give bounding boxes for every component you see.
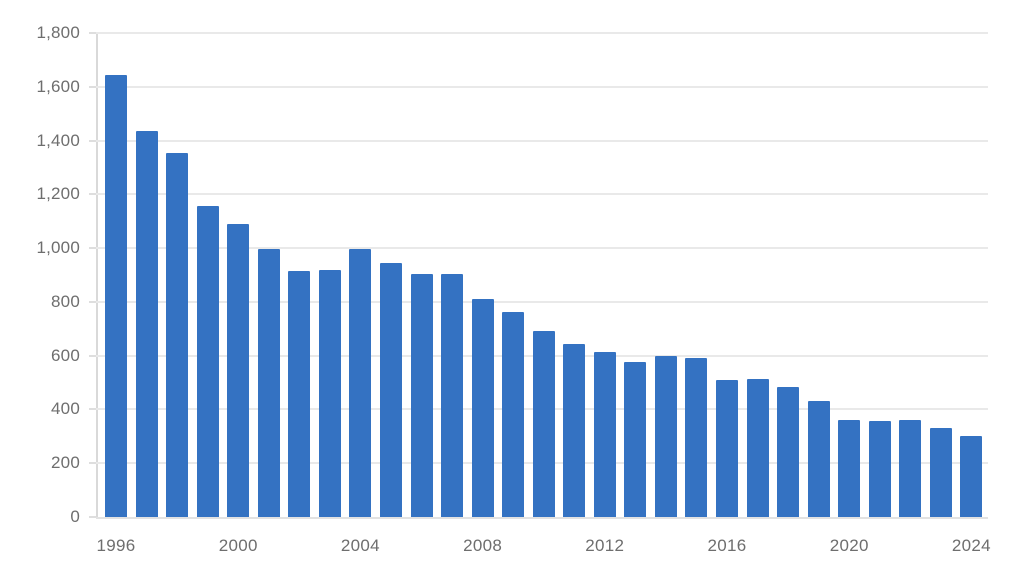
bar-2008 bbox=[471, 299, 494, 517]
bar-2002 bbox=[288, 270, 311, 517]
bar-2004 bbox=[349, 249, 372, 517]
y-axis-tick bbox=[89, 408, 96, 411]
gridline bbox=[96, 247, 988, 250]
y-axis-label: 1,600 bbox=[36, 76, 80, 96]
bar-2013 bbox=[624, 362, 647, 517]
y-axis-label: 800 bbox=[51, 291, 80, 311]
bar-2019 bbox=[807, 401, 830, 517]
bar-1999 bbox=[196, 206, 219, 517]
bar-2001 bbox=[257, 249, 280, 517]
y-axis-tick bbox=[89, 193, 96, 196]
bar-2023 bbox=[929, 427, 952, 517]
x-axis-label: 2000 bbox=[218, 536, 258, 555]
y-axis-label: 1,000 bbox=[36, 238, 80, 258]
y-axis-label: 1,800 bbox=[36, 23, 80, 42]
bar-2017 bbox=[746, 378, 769, 517]
y-axis-tick bbox=[89, 139, 96, 142]
y-axis-label: 600 bbox=[51, 345, 80, 365]
bar-1997 bbox=[135, 131, 158, 517]
bar-1996 bbox=[105, 74, 127, 517]
y-axis-tick bbox=[89, 354, 96, 357]
bar-2018 bbox=[777, 386, 800, 517]
y-axis-tick bbox=[89, 32, 96, 34]
gridline bbox=[96, 139, 988, 142]
x-axis-label: 2012 bbox=[585, 536, 625, 555]
y-axis-tick bbox=[89, 300, 96, 303]
bar-2021 bbox=[868, 420, 891, 517]
x-axis-label: 2020 bbox=[829, 536, 869, 555]
x-axis-line bbox=[96, 517, 988, 519]
gridline bbox=[96, 32, 988, 34]
y-axis-tick bbox=[89, 462, 96, 465]
bar-2010 bbox=[532, 331, 555, 517]
y-axis-label: 0 bbox=[70, 507, 80, 526]
bar-2009 bbox=[502, 312, 525, 517]
bar-2012 bbox=[593, 351, 616, 517]
y-axis-line bbox=[96, 33, 98, 519]
y-axis-label: 400 bbox=[51, 399, 80, 419]
bar-2024 bbox=[960, 435, 983, 517]
y-axis-label: 1,200 bbox=[36, 184, 80, 204]
bar-2011 bbox=[563, 343, 586, 517]
y-axis-label: 200 bbox=[51, 453, 80, 473]
bar-2005 bbox=[379, 262, 402, 517]
bar-1998 bbox=[166, 152, 189, 517]
bar-2015 bbox=[685, 357, 708, 517]
gridline bbox=[96, 300, 988, 303]
y-axis-tick bbox=[89, 85, 96, 88]
bar-2022 bbox=[899, 420, 922, 517]
bar-2000 bbox=[227, 223, 250, 517]
y-axis-tick bbox=[89, 516, 96, 518]
bar-2020 bbox=[838, 420, 861, 517]
bar-2007 bbox=[441, 273, 464, 517]
bar-2003 bbox=[318, 269, 341, 517]
gridline bbox=[96, 193, 988, 196]
gridline bbox=[96, 85, 988, 88]
bar-2016 bbox=[716, 379, 739, 517]
x-axis-label: 2004 bbox=[340, 536, 380, 555]
y-axis-tick bbox=[89, 247, 96, 250]
x-axis-label: 2008 bbox=[463, 536, 503, 555]
bar-2014 bbox=[654, 355, 677, 517]
x-axis-label: 2024 bbox=[951, 536, 991, 555]
x-axis-label: 1996 bbox=[96, 536, 136, 555]
y-axis-label: 1,400 bbox=[36, 130, 80, 150]
bar-2006 bbox=[410, 273, 433, 517]
x-axis-label: 2016 bbox=[707, 536, 747, 555]
